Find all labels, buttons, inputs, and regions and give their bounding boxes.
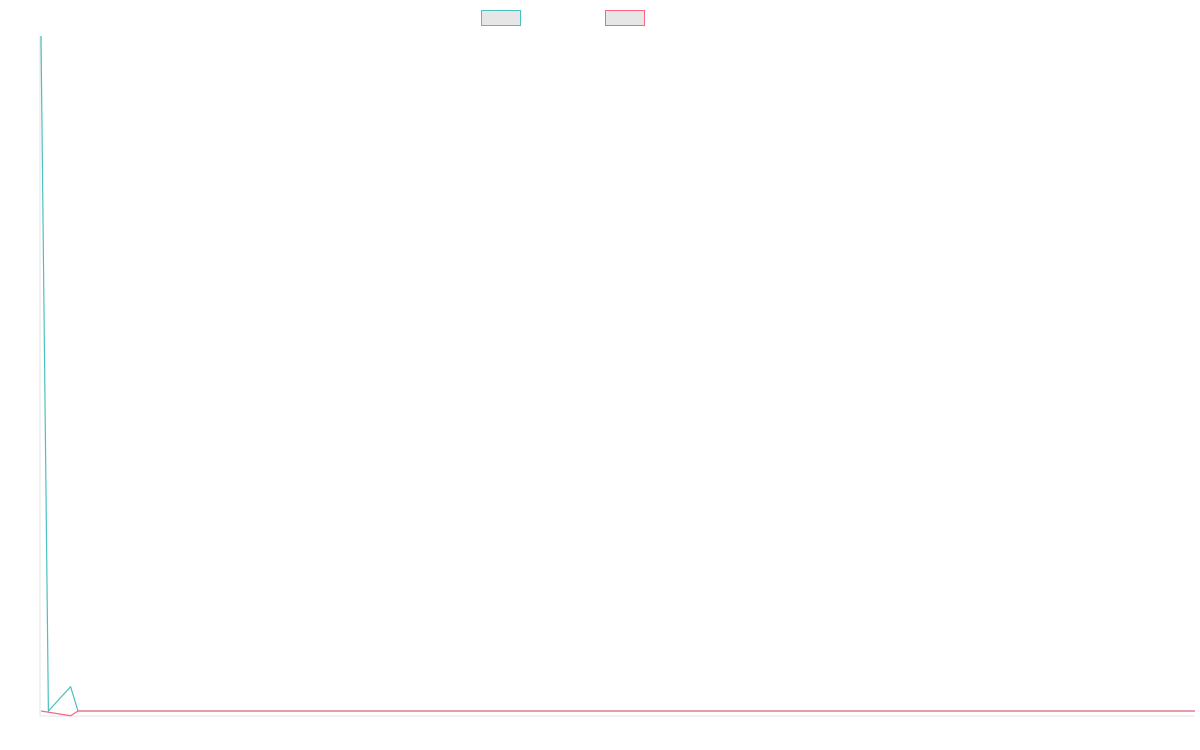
axes — [39, 36, 1195, 717]
legend — [481, 10, 645, 26]
series-layer — [40, 35, 1195, 717]
legend-swatch-2 — [605, 10, 645, 26]
series-line-2 — [40, 710, 1195, 717]
legend-swatch-1 — [481, 10, 521, 26]
series-line-1 — [40, 35, 1195, 712]
